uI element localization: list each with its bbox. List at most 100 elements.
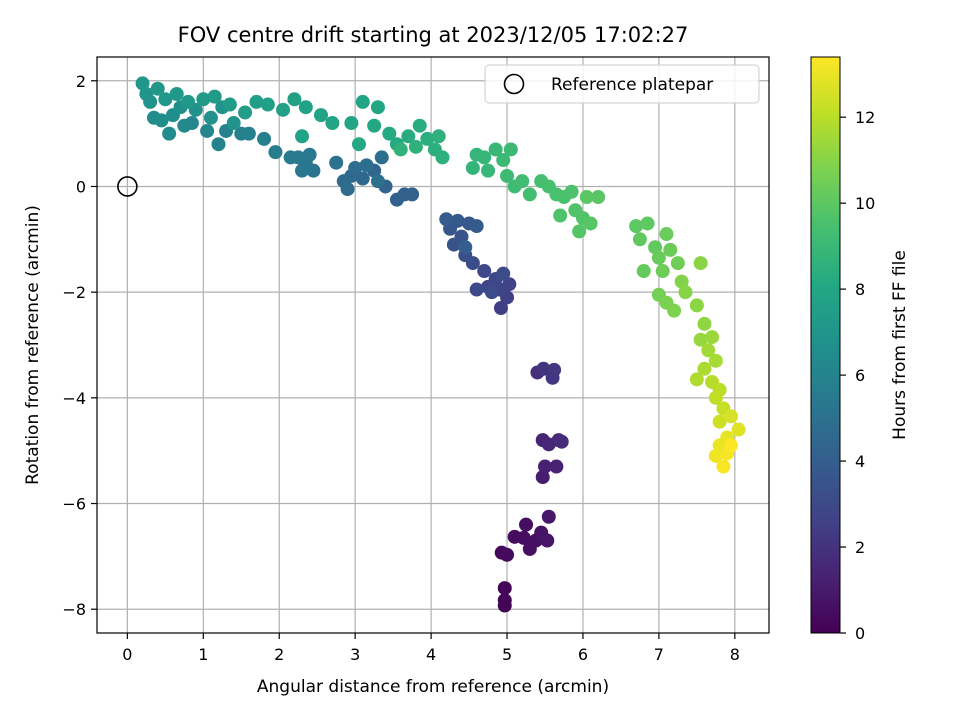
data-point (651, 250, 666, 265)
y-tick-label: −8 (62, 600, 86, 619)
data-point (382, 126, 397, 141)
data-point (636, 264, 651, 279)
data-point (591, 190, 606, 205)
data-point (158, 92, 173, 107)
data-point (283, 150, 298, 165)
data-point (541, 509, 556, 524)
data-point (500, 547, 515, 562)
data-point (344, 116, 359, 131)
data-point (200, 123, 215, 138)
data-point (234, 126, 249, 141)
data-point (302, 147, 317, 162)
data-point (493, 301, 508, 316)
data-point (454, 229, 469, 244)
data-point (276, 102, 291, 117)
data-point (181, 94, 196, 109)
data-point (408, 139, 423, 154)
data-point (359, 158, 374, 173)
data-point (538, 459, 552, 474)
data-point (515, 174, 530, 189)
x-tick-label: 4 (426, 645, 436, 664)
data-point (435, 150, 450, 165)
data-point (701, 343, 716, 358)
data-point (554, 434, 569, 449)
data-point (196, 92, 211, 107)
colorbar (810, 56, 841, 634)
data-point (667, 303, 682, 318)
colorbar-tick-label: 4 (855, 452, 865, 471)
data-point (139, 86, 154, 101)
data-point (389, 192, 404, 207)
data-point (469, 282, 484, 297)
x-tick-label: 6 (578, 645, 588, 664)
data-point (497, 581, 512, 596)
data-point (295, 163, 310, 178)
data-point (712, 414, 727, 429)
data-point (648, 240, 663, 255)
data-point (412, 118, 427, 133)
data-point (150, 81, 165, 96)
data-point (211, 137, 226, 152)
data-point (705, 330, 720, 345)
data-point (222, 97, 237, 112)
data-point (547, 362, 562, 377)
colorbar-label: Hours from first FF file (890, 250, 910, 440)
x-tick-label: 2 (274, 645, 284, 664)
data-point (370, 100, 385, 115)
data-point (450, 213, 465, 228)
colorbar-tick-label: 2 (855, 538, 865, 557)
data-point (583, 216, 598, 231)
data-point (708, 448, 723, 463)
x-axis-title: Angular distance from reference (arcmin) (257, 677, 609, 697)
x-tick-label: 5 (502, 645, 512, 664)
data-point (162, 126, 177, 141)
data-point (203, 110, 218, 125)
data-point (249, 94, 264, 109)
data-point (731, 422, 746, 437)
data-point (549, 459, 564, 474)
data-points (117, 76, 746, 613)
data-point (477, 150, 492, 165)
data-point (632, 232, 647, 247)
data-point (146, 110, 161, 125)
data-point (405, 187, 420, 202)
data-point (477, 264, 492, 279)
data-point (663, 242, 678, 257)
data-point (287, 92, 302, 107)
data-point (268, 145, 283, 160)
data-point (481, 163, 496, 178)
y-axis-ticks: −8 −6 −4 −2 0 2 (62, 72, 97, 619)
plot-area-frame (96, 56, 770, 634)
data-point (370, 174, 385, 189)
data-point (469, 219, 484, 234)
data-point (351, 137, 366, 152)
data-point (708, 390, 723, 405)
data-point (724, 438, 739, 453)
data-point (536, 361, 551, 376)
data-point (670, 256, 685, 271)
data-point (516, 530, 531, 545)
x-axis-ticks: 0 1 2 3 4 5 6 7 8 (122, 633, 740, 664)
legend-marker-open-circle (503, 73, 525, 95)
data-point (708, 353, 723, 368)
data-point (257, 131, 272, 146)
data-point (458, 240, 473, 255)
data-point (678, 285, 693, 300)
data-point (689, 372, 704, 387)
data-point (697, 316, 712, 331)
legend-label: Reference platepar (551, 75, 713, 95)
data-point (724, 409, 739, 424)
data-point (716, 459, 731, 474)
data-point (484, 285, 499, 300)
data-point (503, 142, 518, 157)
data-point (693, 332, 708, 347)
data-point (697, 361, 712, 376)
data-point (348, 160, 363, 175)
data-point (465, 160, 480, 175)
colorbar-tick-label: 8 (855, 280, 865, 299)
data-point (355, 94, 370, 109)
data-point (659, 227, 674, 242)
data-point (177, 118, 192, 133)
data-point (500, 168, 515, 183)
